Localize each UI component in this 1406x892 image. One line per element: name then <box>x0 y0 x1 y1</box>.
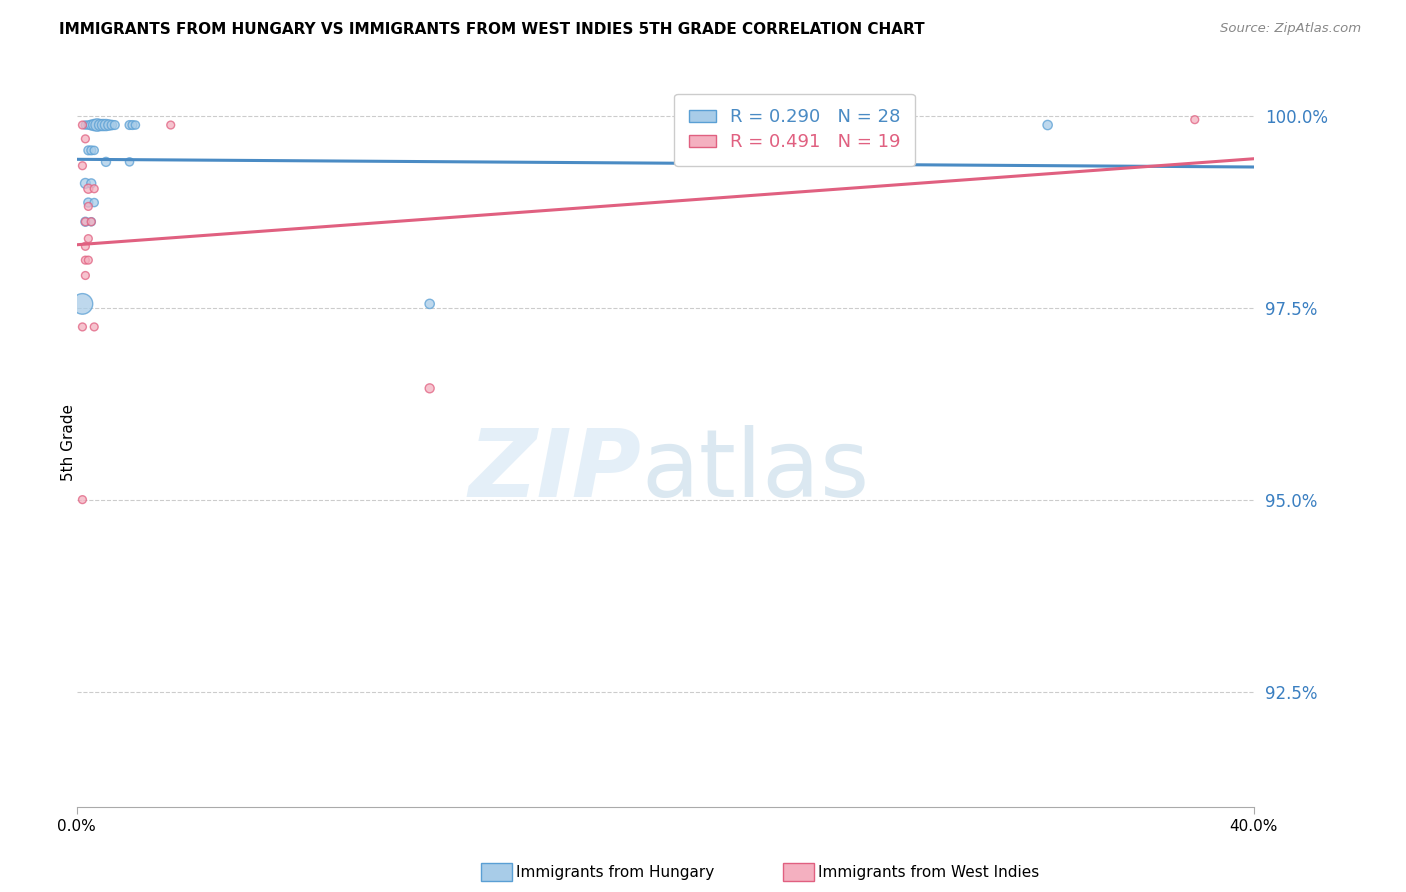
Text: Immigrants from West Indies: Immigrants from West Indies <box>818 865 1039 880</box>
Point <box>72 297 94 311</box>
Point <box>80 118 103 132</box>
Point <box>72 492 94 507</box>
Point <box>124 118 146 132</box>
Point <box>77 118 100 132</box>
Point <box>72 118 94 132</box>
Point <box>75 268 97 283</box>
Point <box>75 132 97 146</box>
Point <box>101 118 124 132</box>
Point <box>419 297 441 311</box>
Legend: R = 0.290   N = 28, R = 0.491   N = 19: R = 0.290 N = 28, R = 0.491 N = 19 <box>673 94 915 166</box>
Point <box>118 154 141 169</box>
Point <box>75 215 97 229</box>
Point <box>1036 118 1059 132</box>
Point <box>72 159 94 173</box>
Text: ZIP: ZIP <box>468 425 641 517</box>
Point <box>419 381 441 395</box>
Y-axis label: 5th Grade: 5th Grade <box>60 403 76 481</box>
Point <box>91 118 114 132</box>
Point <box>121 118 143 132</box>
Text: atlas: atlas <box>641 425 870 517</box>
Point <box>75 118 97 132</box>
Point <box>83 182 105 196</box>
Point <box>75 215 97 229</box>
Point <box>118 118 141 132</box>
Point <box>80 215 103 229</box>
Text: Source: ZipAtlas.com: Source: ZipAtlas.com <box>1220 22 1361 36</box>
Point <box>83 320 105 334</box>
Point <box>77 144 100 158</box>
Point <box>72 320 94 334</box>
Point <box>83 118 105 132</box>
Point <box>80 215 103 229</box>
Text: IMMIGRANTS FROM HUNGARY VS IMMIGRANTS FROM WEST INDIES 5TH GRADE CORRELATION CHA: IMMIGRANTS FROM HUNGARY VS IMMIGRANTS FR… <box>59 22 925 37</box>
Point <box>94 118 117 132</box>
Point <box>94 154 117 169</box>
Point <box>77 195 100 210</box>
Point <box>77 182 100 196</box>
Point <box>75 177 97 191</box>
Point <box>80 177 103 191</box>
Point <box>77 199 100 213</box>
Point <box>75 239 97 253</box>
Point <box>86 118 108 132</box>
Point <box>83 195 105 210</box>
Point <box>97 118 120 132</box>
Point <box>104 118 127 132</box>
Point <box>1184 112 1206 127</box>
Point <box>89 118 111 132</box>
Point <box>80 144 103 158</box>
Point <box>159 118 181 132</box>
Text: Immigrants from Hungary: Immigrants from Hungary <box>516 865 714 880</box>
Point <box>75 253 97 268</box>
Point <box>77 253 100 268</box>
Point <box>83 144 105 158</box>
Point <box>77 232 100 246</box>
